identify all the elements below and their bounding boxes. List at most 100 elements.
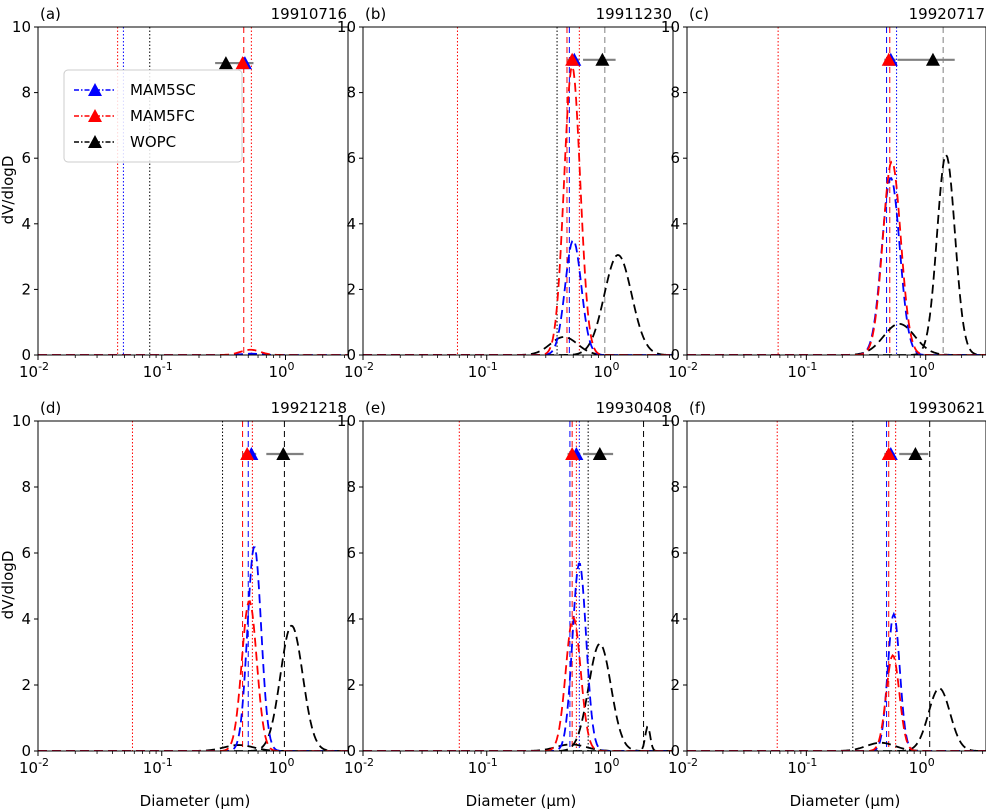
marker-mam5fc bbox=[881, 447, 896, 460]
x-tick-label: 10-2 bbox=[668, 360, 698, 381]
distribution-curve-wopc bbox=[687, 322, 986, 355]
distribution-curve-mam5sc bbox=[38, 546, 348, 751]
panel-label: (c) bbox=[689, 5, 709, 23]
legend: MAM5SC MAM5FC WOPC bbox=[63, 69, 243, 163]
x-tick-label: 100 bbox=[268, 756, 294, 777]
panel-4: 0 2 4 6 8 10 10-2 10-1 100 (d) 19921218 bbox=[12, 399, 349, 777]
panel-1: 0 2 4 6 8 10 10-2 10-1 100 (a) 19910716 MAM5SC MAM5F… bbox=[12, 5, 349, 381]
x-tick-label: 10-2 bbox=[19, 756, 49, 777]
distribution-curve-mam5fc bbox=[38, 600, 348, 751]
legend-box bbox=[63, 69, 243, 163]
panel-label: (e) bbox=[365, 399, 386, 417]
marker-mam5fc bbox=[565, 52, 580, 66]
y-tick-label: 4 bbox=[346, 215, 356, 233]
panel-label: (b) bbox=[365, 5, 386, 23]
distribution-curve-mam5fc bbox=[363, 63, 673, 355]
y-tick-label: 6 bbox=[346, 149, 356, 167]
y-tick-label: 4 bbox=[670, 610, 680, 628]
distribution-curve-mam5fc bbox=[687, 653, 986, 751]
distribution-curve-mam5sc bbox=[363, 562, 673, 751]
y-tick-label: 8 bbox=[21, 84, 31, 102]
panel-label: (a) bbox=[40, 5, 61, 23]
distribution-curve-wopc bbox=[363, 336, 673, 355]
distribution-curve-mam5sc bbox=[687, 611, 986, 751]
panel-date: 19911230 bbox=[596, 5, 672, 23]
marker-mam5fc bbox=[235, 56, 250, 70]
plot-frame bbox=[37, 420, 349, 752]
y-tick-label: 8 bbox=[670, 84, 680, 102]
y-tick-label: 10 bbox=[661, 412, 680, 430]
plot-area bbox=[38, 421, 348, 751]
x-tick-label: 100 bbox=[909, 360, 935, 381]
distribution-curve-wopc bbox=[38, 624, 348, 751]
distribution-curve-wopc bbox=[363, 725, 673, 751]
plot-area bbox=[687, 27, 986, 355]
panel-label: (f) bbox=[689, 399, 706, 417]
plot-frame bbox=[362, 26, 674, 356]
panel-2: 0 2 4 6 8 10 10-2 10-1 100 (b) 19911230 bbox=[337, 5, 674, 381]
legend-marker-mam5sc bbox=[88, 83, 102, 96]
x-tick-label: 10-2 bbox=[344, 756, 374, 777]
y-tick-label: 2 bbox=[346, 676, 356, 694]
plot-area bbox=[687, 421, 986, 751]
y-tick-label: 0 bbox=[21, 742, 31, 760]
plot-area bbox=[363, 27, 673, 355]
y-tick-label: 8 bbox=[21, 478, 31, 496]
marker-mam5fc bbox=[881, 52, 896, 66]
marker-wopc bbox=[908, 447, 923, 460]
x-tick-label: 100 bbox=[593, 360, 619, 381]
distribution-curve-wopc bbox=[363, 254, 673, 355]
y-tick-label: 2 bbox=[21, 676, 31, 694]
plot-frame bbox=[686, 26, 986, 356]
distribution-curve-mam5sc bbox=[363, 239, 673, 355]
y-tick-label: 2 bbox=[346, 280, 356, 298]
y-tick-label: 8 bbox=[346, 478, 356, 496]
marker-wopc bbox=[276, 447, 291, 460]
panel-6: 0 2 4 6 8 10 10-2 10-1 100 (f) 19930621 bbox=[661, 399, 986, 777]
legend-label-mam5sc: MAM5SC bbox=[130, 81, 196, 99]
panel-label: (d) bbox=[40, 399, 61, 417]
x-tick-label: 10-1 bbox=[468, 756, 498, 777]
plot-area bbox=[38, 27, 348, 355]
marker-wopc bbox=[925, 52, 940, 66]
marker-wopc bbox=[218, 56, 233, 70]
panel-date: 19930621 bbox=[909, 399, 985, 417]
y-tick-label: 0 bbox=[670, 346, 680, 364]
panel-date: 19920717 bbox=[909, 5, 985, 23]
legend-label-mam5fc: MAM5FC bbox=[130, 107, 195, 125]
y-tick-label: 2 bbox=[21, 280, 31, 298]
marker-wopc bbox=[595, 52, 610, 66]
y-tick-label: 6 bbox=[670, 149, 680, 167]
x-tick-label: 100 bbox=[593, 756, 619, 777]
plot-frame bbox=[37, 26, 349, 356]
x-tick-label: 10-1 bbox=[143, 756, 173, 777]
y-tick-label: 2 bbox=[670, 280, 680, 298]
x-axis-label-middle: Diameter (μm) bbox=[466, 792, 577, 810]
y-tick-label: 6 bbox=[21, 544, 31, 562]
x-axis-label-left: Diameter (μm) bbox=[140, 792, 251, 810]
x-tick-label: 10-1 bbox=[787, 756, 817, 777]
y-tick-label: 10 bbox=[12, 412, 31, 430]
y-tick-label: 10 bbox=[337, 412, 356, 430]
marker-mam5fc bbox=[240, 447, 255, 460]
y-tick-label: 8 bbox=[346, 84, 356, 102]
legend-marker-mam5fc bbox=[88, 109, 102, 122]
x-tick-label: 10-1 bbox=[143, 360, 173, 381]
marker-mam5fc bbox=[565, 447, 580, 460]
distribution-curve-wopc bbox=[363, 642, 673, 751]
distribution-curve-mam5fc bbox=[363, 616, 673, 751]
distribution-curve-mam5fc bbox=[38, 348, 348, 355]
y-tick-label: 4 bbox=[346, 610, 356, 628]
y-axis-label-bottom: dV/dlogD bbox=[0, 551, 17, 620]
y-tick-label: 4 bbox=[670, 215, 680, 233]
y-tick-label: 0 bbox=[21, 346, 31, 364]
distribution-curve-wopc bbox=[687, 687, 986, 751]
legend-marker-wopc bbox=[88, 135, 102, 148]
panel-3: 0 2 4 6 8 10 10-2 10-1 100 (c) 19920717 bbox=[661, 5, 986, 381]
x-tick-label: 100 bbox=[909, 756, 935, 777]
y-tick-label: 10 bbox=[12, 18, 31, 36]
x-tick-label: 10-1 bbox=[787, 360, 817, 381]
x-tick-label: 10-1 bbox=[468, 360, 498, 381]
